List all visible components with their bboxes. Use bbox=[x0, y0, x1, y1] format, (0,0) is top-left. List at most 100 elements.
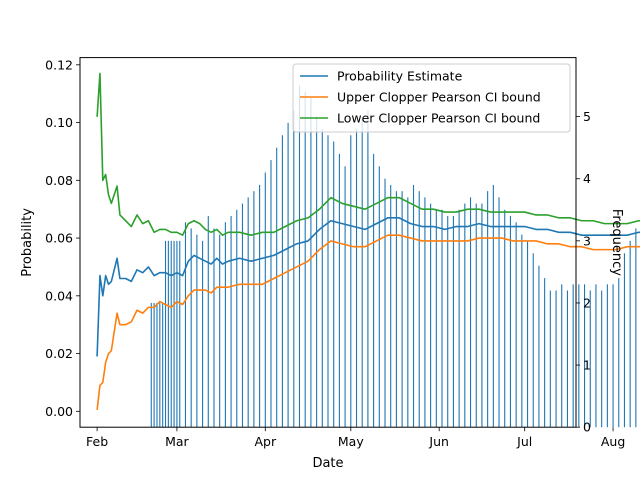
frequency-bar bbox=[538, 265, 540, 428]
frequency-bar bbox=[407, 197, 409, 428]
frequency-bar bbox=[213, 228, 215, 428]
frequency-bar bbox=[310, 97, 312, 428]
frequency-bar bbox=[170, 240, 172, 428]
frequency-bar bbox=[219, 234, 221, 428]
y-right-tick-label: 2 bbox=[583, 295, 591, 310]
frequency-bar bbox=[367, 110, 369, 428]
frequency-bar bbox=[435, 209, 437, 428]
frequency-bar bbox=[150, 302, 152, 428]
frequency-bar bbox=[355, 129, 358, 428]
frequency-bar bbox=[566, 290, 568, 428]
frequency-bar bbox=[173, 240, 175, 428]
frequency-bar bbox=[153, 302, 155, 428]
frequency-bar bbox=[259, 184, 261, 428]
y-right-tick-label: 4 bbox=[583, 171, 591, 186]
x-tick-label: Feb bbox=[86, 434, 108, 449]
frequency-bar bbox=[156, 302, 158, 428]
frequency-bar bbox=[373, 153, 375, 428]
frequency-bar bbox=[418, 191, 420, 428]
frequency-bar bbox=[390, 184, 392, 428]
frequency-bar bbox=[401, 191, 403, 428]
frequency-bar bbox=[441, 209, 443, 428]
frequency-bar bbox=[184, 222, 187, 428]
series-line-lower bbox=[96, 72, 640, 236]
frequency-bar bbox=[515, 222, 517, 428]
frequency-bar bbox=[469, 197, 472, 428]
legend-label-upper: Upper Clopper Pearson CI bound bbox=[337, 90, 541, 105]
y-axis-left: 0.00 0.02 0.04 0.06 0.08 0.10 0.12 bbox=[45, 57, 80, 419]
frequency-bars bbox=[150, 85, 637, 428]
frequency-bar bbox=[424, 197, 426, 428]
y-tick-label: 0.12 bbox=[45, 57, 73, 72]
frequency-bar bbox=[159, 302, 161, 428]
frequency-bar bbox=[509, 216, 511, 428]
series-line-upper bbox=[96, 234, 640, 410]
frequency-bar bbox=[447, 216, 449, 428]
frequency-bar bbox=[601, 290, 603, 428]
frequency-bar bbox=[589, 290, 591, 428]
frequency-bar bbox=[618, 278, 620, 428]
series-line-estimate bbox=[96, 217, 640, 357]
frequency-bar bbox=[179, 240, 181, 428]
frequency-bar bbox=[176, 240, 178, 428]
frequency-bar bbox=[395, 191, 397, 428]
x-tick-label: Jun bbox=[428, 434, 449, 449]
frequency-bar bbox=[612, 284, 614, 428]
frequency-bar bbox=[526, 240, 529, 428]
legend: Probability Estimate Upper Clopper Pears… bbox=[292, 63, 571, 133]
y-tick-label: 0.04 bbox=[45, 288, 73, 303]
frequency-bar bbox=[281, 135, 283, 428]
frequency-bar bbox=[224, 222, 226, 428]
frequency-bar bbox=[253, 191, 255, 428]
frequency-bar bbox=[584, 284, 586, 428]
frequency-bar bbox=[378, 166, 380, 428]
frequency-bar bbox=[521, 234, 523, 428]
frequency-bar bbox=[287, 122, 289, 428]
frequency-bar bbox=[167, 240, 169, 428]
y-tick-label: 0.00 bbox=[45, 404, 73, 419]
frequency-bar bbox=[561, 284, 563, 428]
frequency-bar bbox=[555, 290, 557, 428]
x-tick-label: Mar bbox=[165, 434, 189, 449]
frequency-bar bbox=[162, 302, 164, 428]
frequency-bar bbox=[338, 153, 340, 428]
frequency-bar bbox=[578, 284, 580, 428]
frequency-bar bbox=[629, 240, 631, 428]
y-right-tick-label: 5 bbox=[583, 109, 591, 124]
frequency-bar bbox=[298, 85, 301, 428]
frequency-bar bbox=[475, 203, 477, 428]
frequency-bar bbox=[572, 284, 574, 428]
frequency-bar bbox=[264, 172, 266, 428]
frequency-bar bbox=[635, 228, 637, 428]
legend-label-estimate: Probability Estimate bbox=[337, 69, 463, 84]
plot-frame bbox=[79, 57, 577, 428]
x-axis: FebMarAprMayJunJulAugSepOct bbox=[86, 427, 625, 449]
legend-label-lower: Lower Clopper Pearson CI bound bbox=[337, 111, 540, 126]
frequency-bar bbox=[236, 209, 238, 428]
frequency-bar bbox=[606, 284, 608, 428]
frequency-bar bbox=[316, 116, 318, 428]
frequency-bar bbox=[202, 240, 204, 428]
frequency-bar bbox=[549, 290, 551, 428]
frequency-bar bbox=[504, 209, 506, 428]
x-tick-label: Jul bbox=[516, 434, 532, 449]
y-right-tick-label: 3 bbox=[583, 233, 591, 248]
frequency-bar bbox=[361, 116, 363, 428]
frequency-bar bbox=[327, 135, 329, 428]
frequency-bar bbox=[487, 191, 489, 428]
frequency-bar bbox=[464, 203, 466, 428]
frequency-bar bbox=[384, 178, 386, 428]
frequency-bar bbox=[595, 284, 597, 428]
y-right-tick-label: 0 bbox=[583, 420, 591, 435]
frequency-bar bbox=[498, 197, 500, 428]
frequency-bar bbox=[458, 209, 460, 428]
series-lines bbox=[96, 72, 640, 410]
frequency-bar bbox=[196, 234, 198, 428]
frequency-bar bbox=[321, 129, 323, 428]
frequency-bar bbox=[350, 135, 352, 428]
y-tick-label: 0.10 bbox=[45, 115, 73, 130]
frequency-bar bbox=[492, 184, 494, 428]
x-tick-label: Apr bbox=[254, 434, 276, 449]
frequency-bar bbox=[207, 216, 209, 428]
